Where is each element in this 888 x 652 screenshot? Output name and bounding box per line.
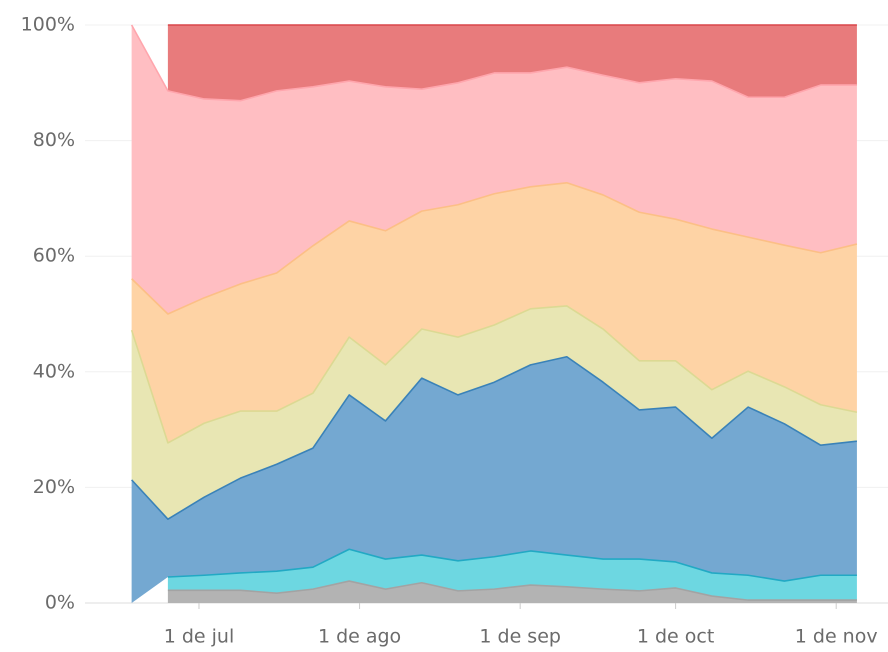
y-tick-label: 60% <box>33 245 75 267</box>
area-line <box>167 548 857 582</box>
area-fill <box>131 356 857 603</box>
y-tick-label: 20% <box>33 476 75 498</box>
y-tick-label: 0% <box>45 592 75 614</box>
area-fill <box>131 25 857 314</box>
y-tick-label: 100% <box>21 14 75 36</box>
area-fill <box>167 549 857 601</box>
x-tick-label: 1 de nov <box>795 626 878 648</box>
area-line <box>130 24 857 102</box>
y-tick-label: 80% <box>33 129 75 151</box>
area-line <box>167 580 857 601</box>
area-fill <box>167 581 857 603</box>
area-line <box>131 355 858 520</box>
area-fill <box>131 182 857 443</box>
x-tick-label: 1 de jul <box>164 626 235 648</box>
area-line <box>131 181 858 315</box>
area-line <box>130 305 858 444</box>
x-tick-label: 1 de sep <box>479 626 561 648</box>
area-fill <box>131 305 857 520</box>
x-tick-label: 1 de oct <box>637 626 714 648</box>
y-tick-label: 40% <box>33 360 75 382</box>
x-tick-label: 1 de ago <box>318 626 401 648</box>
